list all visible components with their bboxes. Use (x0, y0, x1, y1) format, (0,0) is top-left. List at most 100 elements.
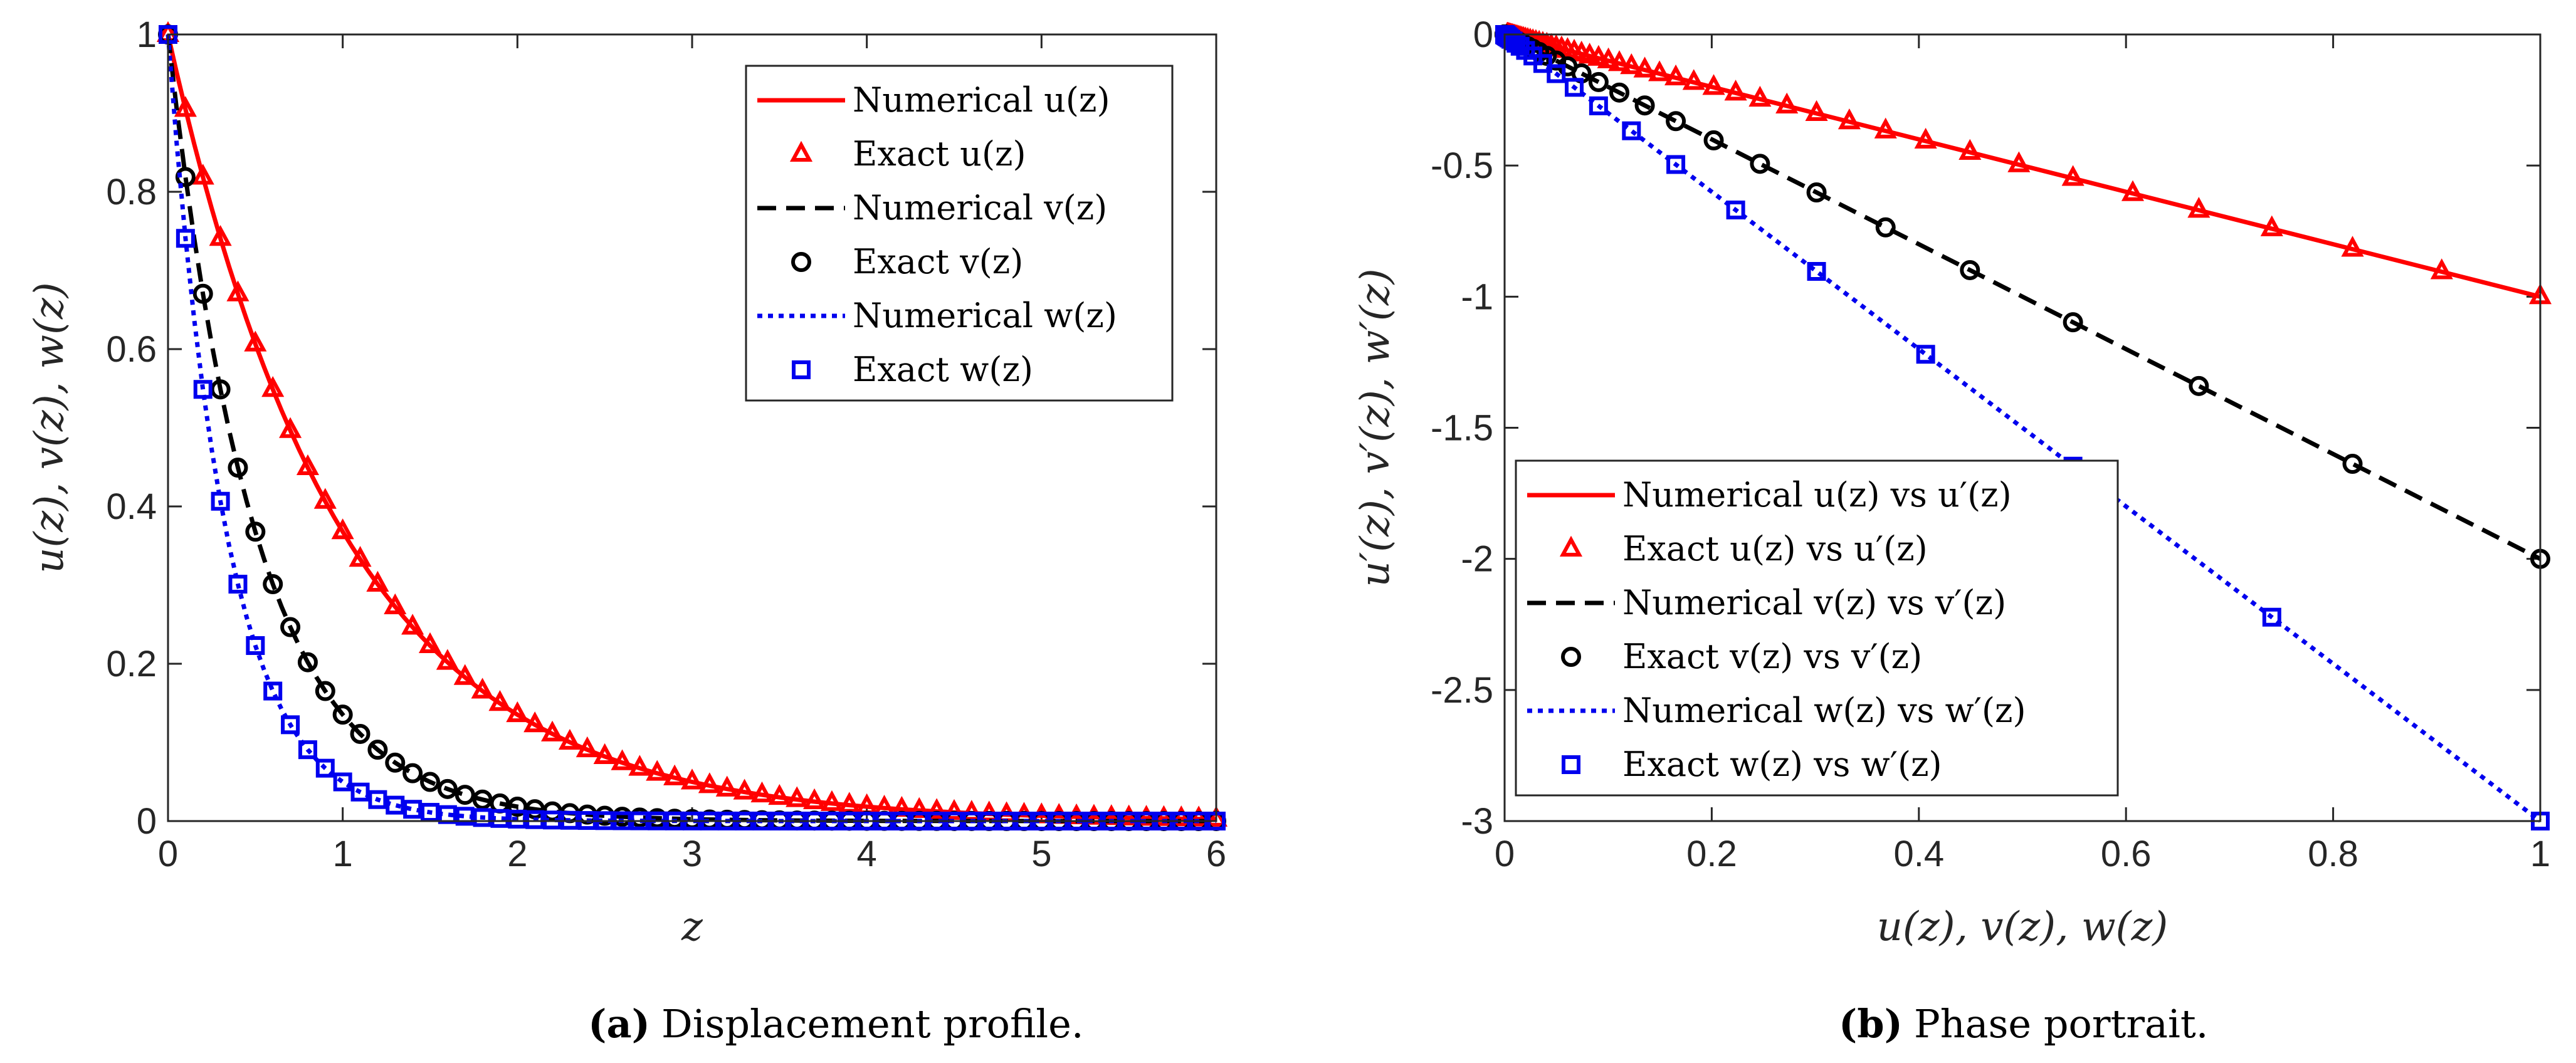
series-line-v (1503, 32, 2542, 561)
data-point-u (226, 280, 250, 301)
legend-label: Exact u(z) vs u′(z) (1622, 529, 1928, 568)
data-point-u (453, 664, 476, 685)
y-tick-label: -0.5 (1431, 145, 1493, 186)
data-point-v (350, 723, 371, 744)
data-point-w (1547, 64, 1566, 83)
data-point-u (331, 518, 354, 540)
legend-box (1515, 459, 2119, 797)
plot-frame (1503, 33, 2542, 822)
legend-label: Exact w(z) (853, 350, 1033, 389)
data-point-u (1204, 805, 1228, 827)
x-tick-label: 0 (1495, 834, 1515, 874)
data-point-u (908, 797, 931, 818)
data-point-u (786, 786, 809, 807)
data-point-w (525, 810, 545, 829)
x-tick-label: 3 (682, 834, 702, 874)
legend-label: Numerical v(z) vs v′(z) (1622, 583, 2006, 622)
data-point-v (420, 772, 440, 792)
data-point-u (279, 417, 302, 438)
data-point-u (2061, 165, 2084, 186)
data-point-v (2189, 375, 2209, 396)
legend-label: Numerical v(z) (853, 188, 1107, 228)
data-point-v (1875, 217, 1896, 238)
legend-marker-swatch (791, 252, 811, 272)
data-point-u (418, 632, 442, 653)
legend-marker-swatch (1561, 647, 1581, 667)
data-point-w (176, 229, 195, 248)
data-point-u (593, 743, 616, 764)
y-tick-label: -1 (1461, 276, 1493, 317)
data-point-w (246, 636, 265, 655)
series-line-w (1503, 33, 2542, 823)
data-point-u (366, 570, 389, 592)
legend-label: Numerical w(z) vs w′(z) (1622, 691, 2026, 730)
data-point-u (2121, 180, 2145, 201)
data-point-w (368, 790, 387, 809)
data-point-u (1724, 80, 1747, 101)
x-tick-label: 1 (333, 834, 353, 874)
data-point-u (1748, 85, 1772, 107)
legend-label: Exact w(z) vs w′(z) (1622, 745, 1942, 784)
legend-marker-swatch (789, 140, 813, 162)
data-point-v (192, 283, 213, 304)
y-tick-label: 1 (137, 14, 157, 55)
data-point-u (244, 330, 267, 352)
data-point-v (1806, 182, 1827, 202)
y-tick-label: 0.2 (106, 644, 157, 684)
plot-frame (167, 33, 1217, 822)
data-point-v (1750, 154, 1770, 174)
data-point-u (1620, 53, 1643, 75)
data-point-w (508, 809, 527, 829)
y-tick-label: 0 (137, 801, 157, 842)
x-tick-label: 2 (507, 834, 527, 874)
data-point-u (1152, 805, 1175, 826)
data-point-w (1565, 78, 1584, 97)
data-point-u (471, 678, 494, 699)
data-point-u (401, 614, 424, 635)
y-axis-label: u′(z), v′(z), w′(z) (1352, 268, 1399, 587)
data-point-u (733, 778, 756, 800)
x-tick-label: 0.8 (2308, 834, 2358, 874)
data-point-v (455, 785, 475, 805)
data-point-u (1648, 60, 1671, 81)
data-point-v (263, 574, 283, 595)
caption-a-text: Displacement profile. (661, 1001, 1084, 1047)
data-point-w (421, 803, 439, 822)
data-point-w (1916, 345, 1935, 364)
data-point-u (1837, 108, 1861, 130)
data-point-u (803, 788, 826, 809)
data-point-v (1960, 259, 1980, 280)
data-point-v (472, 789, 493, 810)
data-point-w (350, 782, 370, 802)
data-point-w (193, 380, 213, 399)
data-point-w (386, 795, 405, 815)
data-point-u (1187, 805, 1211, 827)
data-point-u (942, 799, 966, 820)
caption-a-label: (a) (588, 1001, 650, 1047)
data-point-u (715, 775, 739, 797)
legend-marker-swatch (1559, 535, 1583, 557)
y-tick-label: -3 (1461, 801, 1493, 842)
data-point-u (349, 546, 372, 567)
data-point-w (1622, 121, 1641, 140)
data-point-v (1703, 130, 1724, 150)
data-point-u (1914, 127, 1937, 149)
legend-label: Numerical u(z) vs u′(z) (1622, 475, 2012, 515)
data-point-u (925, 798, 949, 819)
x-tick-label: 0 (158, 834, 178, 874)
data-point-u (2007, 151, 2031, 172)
data-point-v (2063, 312, 2083, 333)
data-point-u (750, 781, 774, 803)
data-point-u (2430, 258, 2453, 280)
data-point-w (333, 772, 352, 792)
data-point-w (281, 715, 300, 735)
data-point-u (1633, 56, 1656, 78)
data-point-v (367, 740, 388, 760)
x-tick-label: 0.6 (2101, 834, 2152, 874)
data-point-u (436, 649, 459, 670)
data-point-w (1807, 261, 1826, 281)
data-point-v (332, 704, 353, 725)
legend-label: Numerical u(z) (853, 80, 1110, 120)
data-point-u (663, 764, 686, 785)
